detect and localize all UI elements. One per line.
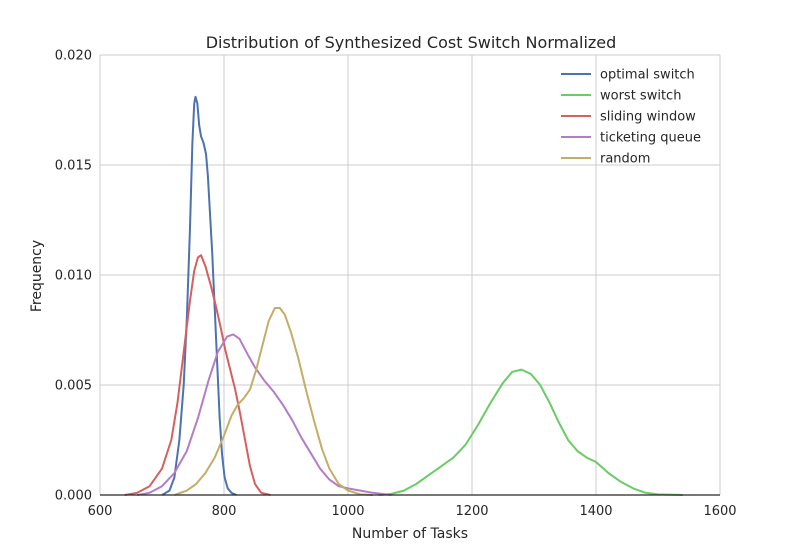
x-tick-label: 800 — [212, 504, 237, 519]
y-tick-label: 0.015 — [55, 159, 92, 174]
legend-label: random — [600, 152, 650, 167]
series-line-worst-switch — [378, 368, 683, 496]
series-line-optimal-switch — [161, 95, 237, 496]
axis-layer: 600 800 1000 1200 1400 1600 0.000 0.005 0.010 0.0… — [55, 49, 737, 520]
series-line-ticketing-queue — [137, 333, 392, 496]
legend-label: worst switch — [600, 89, 681, 104]
x-tick-label: 1000 — [331, 504, 364, 519]
y-tick-label: 0.000 — [55, 489, 92, 504]
x-tick-label: 600 — [88, 504, 113, 519]
chart-title: Distribution of Synthesized Cost Switch … — [206, 33, 617, 52]
y-tick-label: 0.010 — [55, 269, 92, 284]
x-axis-label: Number of Tasks — [352, 526, 468, 542]
y-axis-label: Frequency — [29, 240, 45, 312]
x-tick-label: 1400 — [579, 504, 612, 519]
legend-label: optimal switch — [600, 68, 695, 83]
y-tick-label: 0.020 — [55, 49, 92, 64]
series-line-sliding-window — [124, 254, 271, 496]
x-tick-label: 1200 — [455, 504, 488, 519]
legend-label: sliding window — [600, 110, 696, 125]
x-tick-label: 1600 — [703, 504, 736, 519]
y-tick-label: 0.005 — [55, 379, 92, 394]
legend: optimal switch worst switch sliding window… — [561, 68, 701, 167]
legend-label: ticketing queue — [600, 131, 701, 146]
series-line-random — [174, 307, 373, 496]
series-layer — [124, 95, 683, 496]
